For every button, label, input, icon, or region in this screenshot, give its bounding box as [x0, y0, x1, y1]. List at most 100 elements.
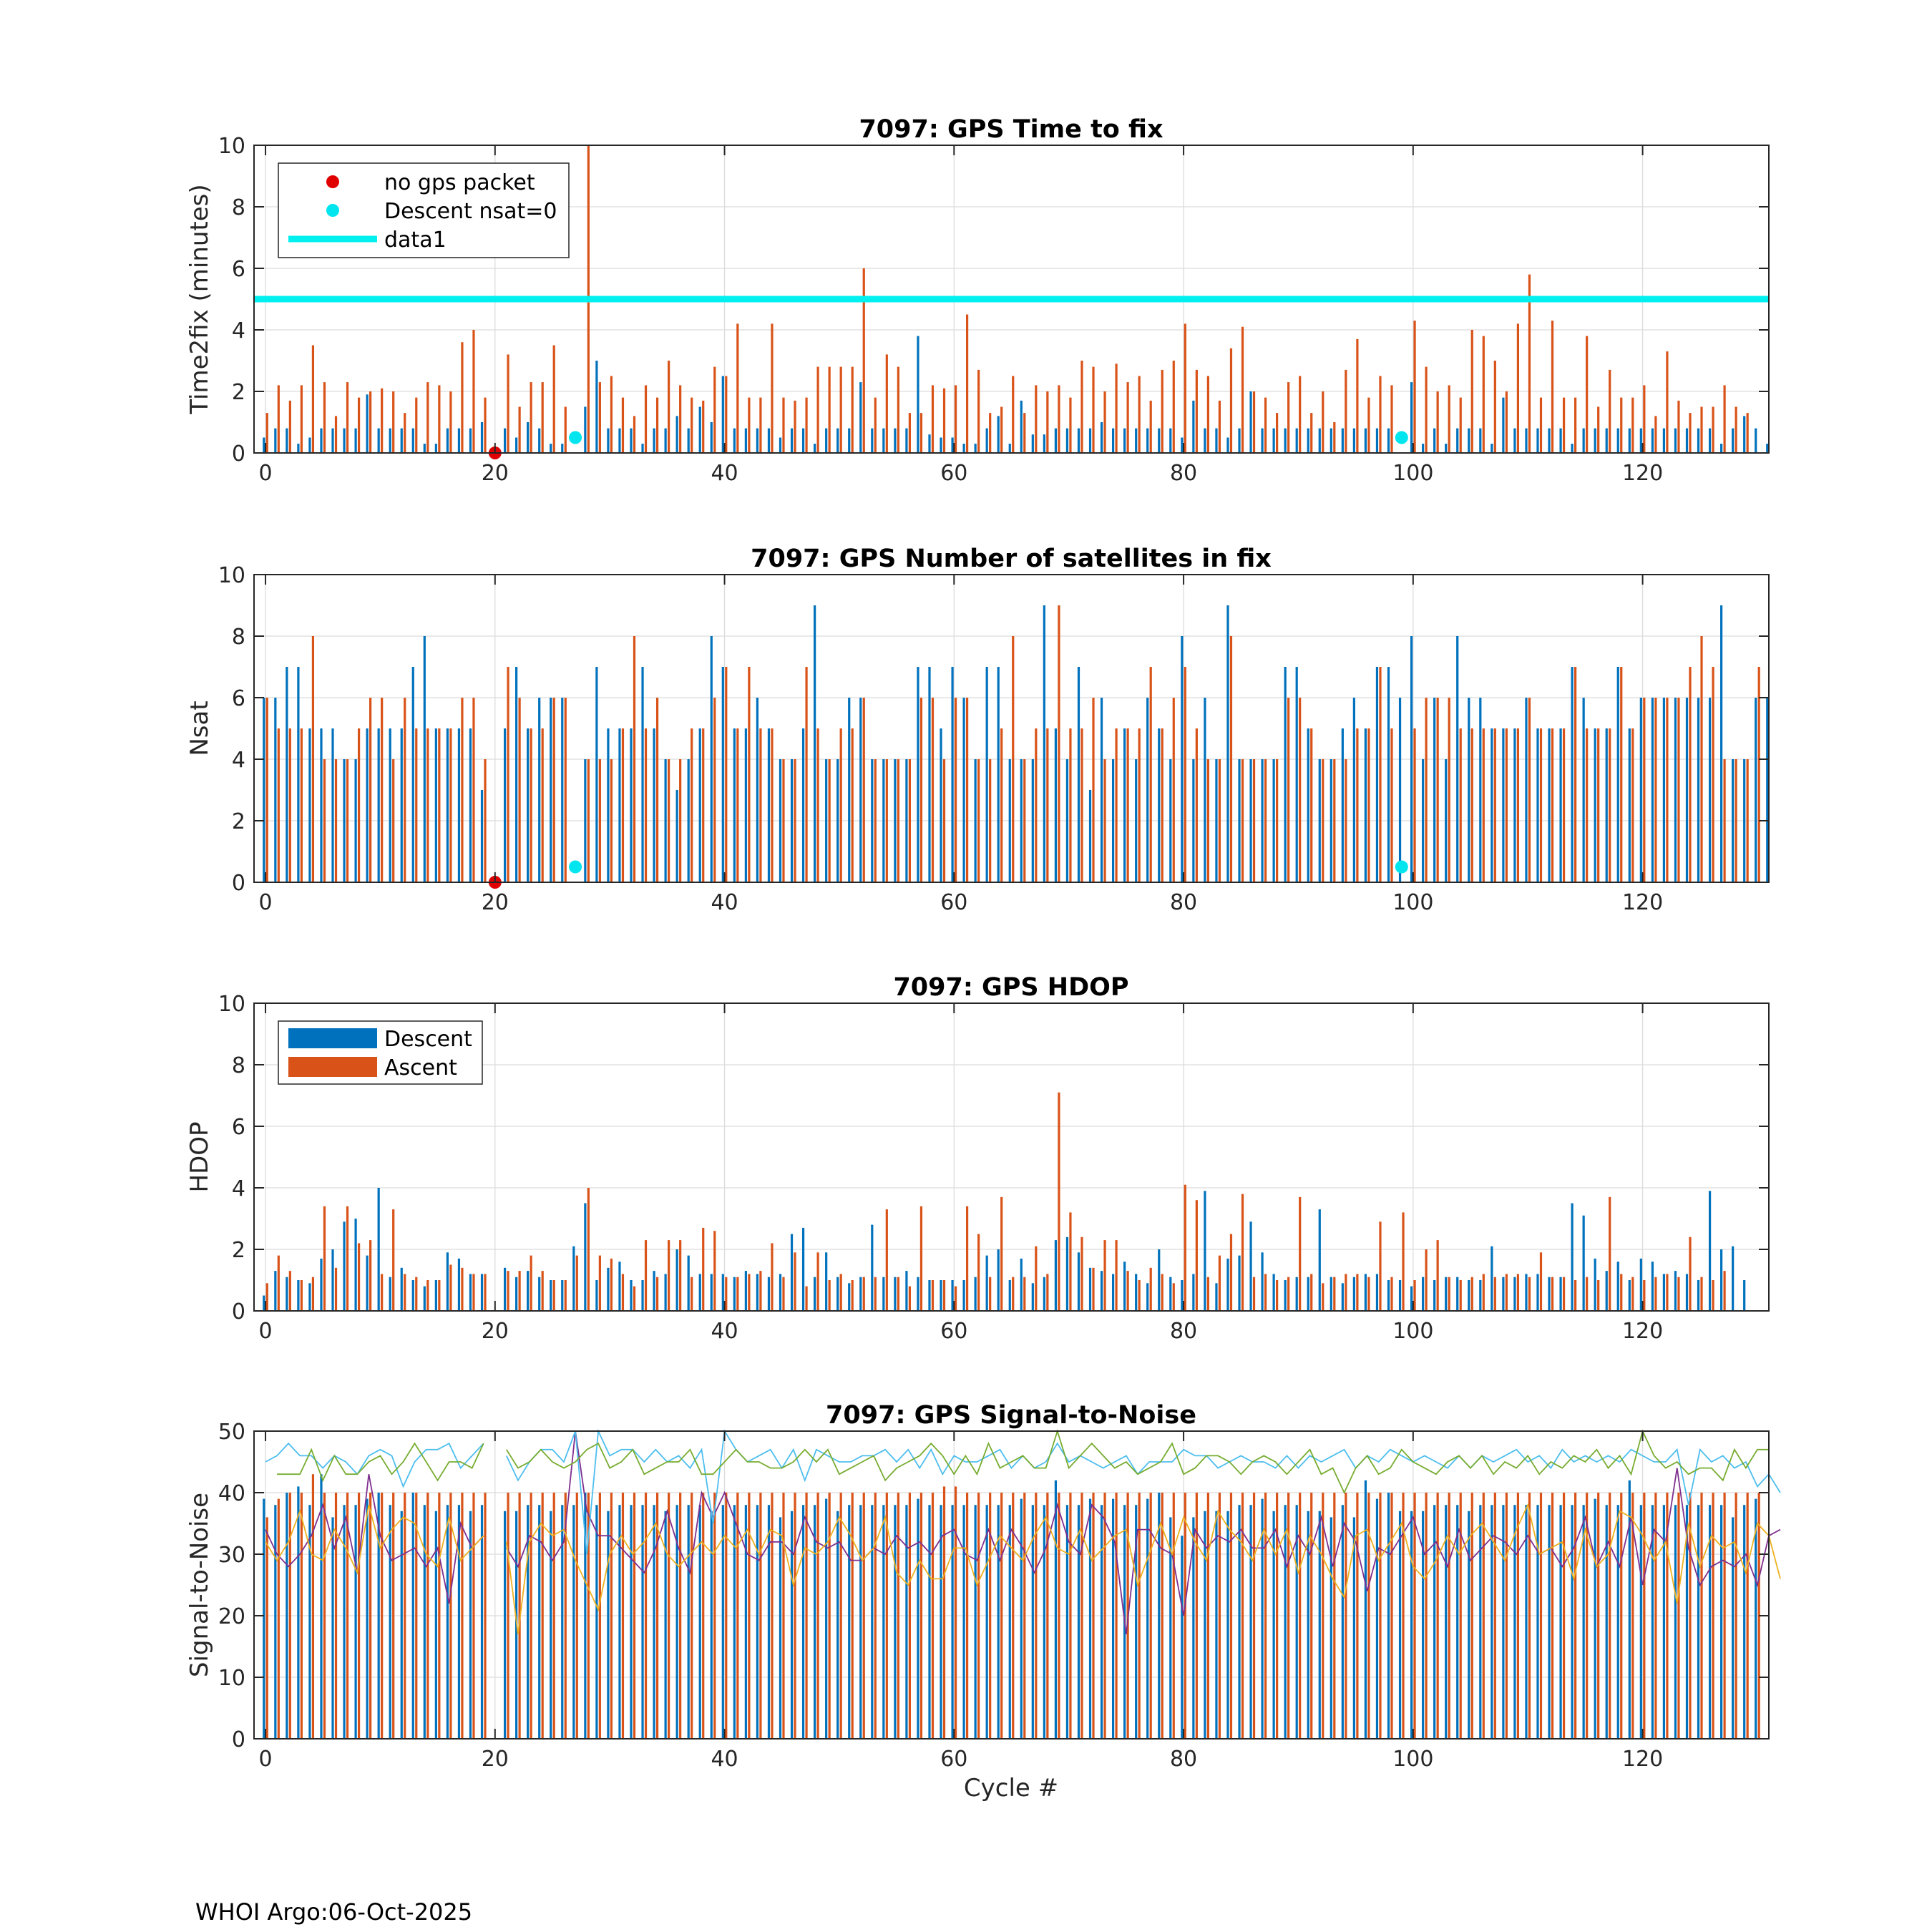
descent-bar	[584, 759, 587, 882]
ascent-bar	[1746, 759, 1749, 882]
ascent-bar	[965, 698, 969, 882]
ascent-bar	[782, 1277, 785, 1311]
ascent-bar	[1356, 728, 1359, 882]
descent-bar	[801, 728, 805, 882]
ascent-bar	[610, 376, 613, 453]
ascent-bar	[1356, 338, 1359, 453]
descent-bar	[779, 1274, 782, 1311]
ascent-bar	[1654, 698, 1657, 882]
ascent-bar	[644, 1493, 648, 1739]
ascent-bar	[484, 759, 487, 882]
ascent-bar	[1184, 323, 1186, 453]
plot-area	[254, 1431, 1769, 1739]
ascent-bar	[265, 698, 268, 882]
descent-bar	[985, 428, 988, 453]
ascent-bar	[1643, 698, 1646, 882]
ascent-bar	[1620, 667, 1623, 882]
descent-bar	[1215, 428, 1218, 453]
legend-label-no-gps: no gps packet	[384, 170, 535, 195]
descent-bar	[286, 1493, 288, 1739]
ascent-bar	[357, 1243, 361, 1311]
descent-bar	[1398, 1511, 1402, 1739]
descent-bar	[1571, 1203, 1574, 1311]
ascent-bar	[725, 376, 728, 453]
descent-bar	[951, 1280, 954, 1311]
descent-bar	[1261, 1498, 1264, 1739]
descent-bar	[1525, 1505, 1528, 1739]
descent-bar	[515, 437, 518, 453]
descent-bar	[744, 428, 747, 453]
ascent-bar	[1103, 1493, 1106, 1739]
ascent-bar	[1115, 1240, 1118, 1311]
descent-bar	[664, 759, 667, 882]
ascent-bar	[1172, 698, 1175, 882]
ascent-bar	[644, 1240, 648, 1311]
descent-bar	[1582, 1505, 1585, 1739]
ascent-bar	[1413, 321, 1416, 453]
descent-bar	[744, 728, 747, 882]
ascent-bar	[1689, 1493, 1692, 1739]
descent-bar	[1238, 428, 1241, 453]
descent-bar	[721, 376, 724, 453]
descent-bar	[997, 1249, 1000, 1311]
ascent-bar	[1539, 1252, 1543, 1311]
descent-bar	[859, 698, 862, 882]
ascent-bar	[862, 1277, 865, 1311]
chart-title: 7097: GPS Number of satellites in fix	[751, 545, 1272, 573]
ascent-bar	[1402, 1493, 1405, 1739]
descent-bar	[343, 1505, 346, 1739]
ascent-bar	[1413, 728, 1416, 882]
descent-bar	[1468, 428, 1470, 453]
y-tick-label: 4	[232, 748, 245, 773]
descent-bar	[917, 667, 919, 882]
ascent-bar	[507, 354, 509, 453]
descent-bar	[1020, 1258, 1023, 1311]
descent-bar	[1364, 1274, 1367, 1311]
ascent-bar	[977, 759, 980, 882]
x-tick-label: 20	[482, 461, 509, 486]
descent-bar	[607, 428, 610, 453]
descent-bar	[1169, 1517, 1172, 1739]
descent-bar	[1456, 428, 1459, 453]
ascent-bar	[1345, 1274, 1347, 1311]
bars	[263, 145, 1769, 453]
descent-bar	[469, 728, 472, 882]
x-tick-label: 20	[482, 890, 509, 915]
ascent-bar	[1241, 326, 1244, 453]
ascent-bar	[908, 1286, 912, 1311]
descent-bar	[1318, 759, 1321, 882]
ascent-bar	[552, 1280, 555, 1311]
ascent-bar	[748, 1493, 751, 1739]
ascent-bar	[1586, 728, 1589, 882]
axes-box	[253, 1430, 1770, 1740]
ascent-bar	[575, 1255, 578, 1311]
ascent-bar	[323, 382, 326, 453]
descent-bar	[1719, 1505, 1723, 1739]
ascent-bar	[1562, 1493, 1566, 1739]
ascent-bar	[311, 636, 315, 882]
descent-bar	[894, 1505, 897, 1739]
descent-bar	[1364, 728, 1367, 882]
ascent-bar	[1379, 376, 1382, 453]
descent-bar	[1008, 1505, 1011, 1739]
descent-bar	[653, 728, 655, 882]
ascent-bar	[369, 698, 372, 882]
descent-bar	[951, 667, 954, 882]
descent-bar	[1628, 1480, 1631, 1739]
descent-bar	[1088, 428, 1092, 453]
descent-bar	[630, 728, 633, 882]
descent-bar	[859, 1277, 862, 1311]
ascent-bar	[1195, 728, 1198, 882]
descent-bar	[1238, 1505, 1241, 1739]
ascent-bar	[369, 1240, 372, 1311]
descent-bar	[1295, 428, 1298, 453]
ascent-bar	[392, 1493, 395, 1739]
chart-title: 7097: GPS HDOP	[893, 973, 1128, 1002]
ascent-bar	[771, 323, 774, 453]
ascent-bar	[1448, 385, 1450, 453]
ascent-bar	[977, 1493, 980, 1739]
ascent-bar	[426, 382, 429, 453]
y-tick-label: 8	[232, 625, 245, 650]
x-tick-label: 0	[258, 1747, 272, 1772]
ticks: 0 20 40 60 80 100 120 0 2 4 6 8 10	[218, 563, 1769, 915]
